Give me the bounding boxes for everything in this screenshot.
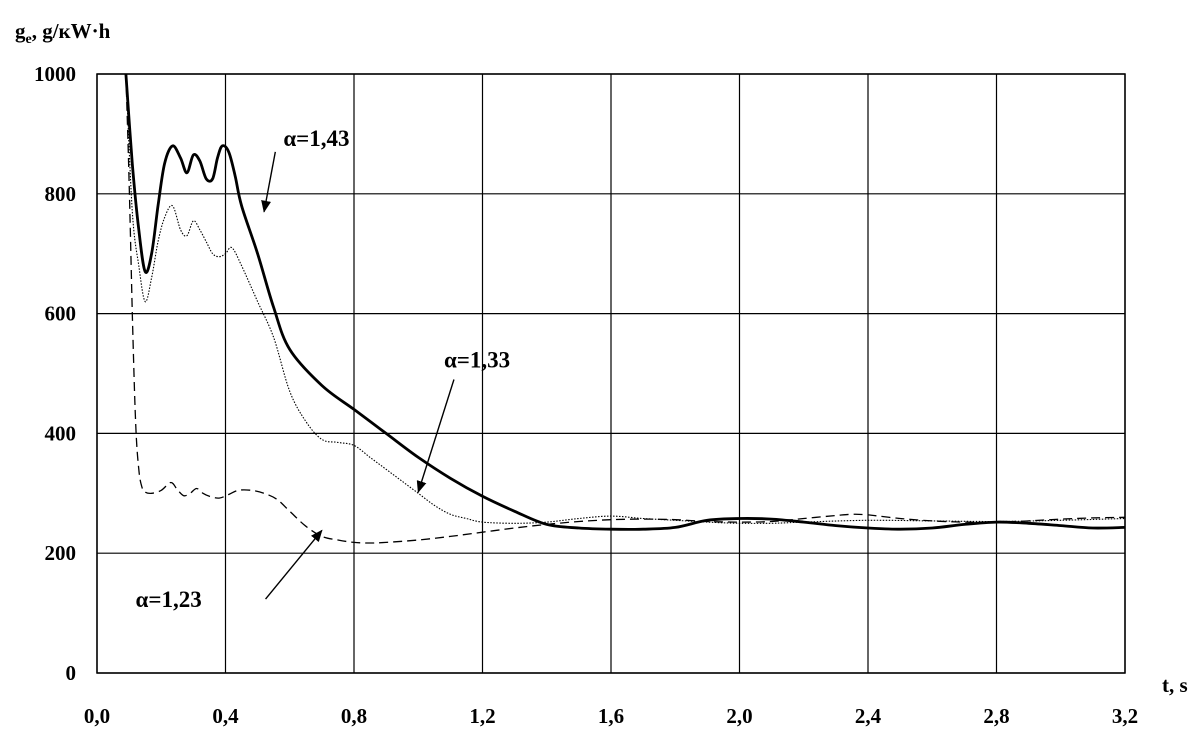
x-axis-label: t, s — [1162, 673, 1188, 697]
annotations: α=1,43 α=1,33 α=1,23 — [136, 126, 511, 612]
y-tick-label: 0 — [66, 661, 77, 685]
series-line-dotted — [125, 73, 1126, 524]
x-tick-label: 3,2 — [1112, 704, 1138, 728]
x-tick-label: 0,4 — [212, 704, 239, 728]
series-annotation-label: α=1,23 — [136, 587, 202, 612]
y-tick-label: 600 — [45, 302, 77, 326]
series-line-dashed — [125, 73, 1126, 544]
annotation-arrow — [416, 379, 455, 494]
x-tick-label: 0,8 — [341, 704, 367, 728]
series-line-solid — [124, 73, 1126, 531]
series-annotation-label: α=1,43 — [283, 126, 349, 151]
series-lines — [124, 73, 1126, 544]
x-tick-label: 0,0 — [84, 704, 110, 728]
y-tick-label: 1000 — [34, 62, 76, 86]
x-tick-label: 2,4 — [855, 704, 882, 728]
grid — [96, 73, 1126, 674]
y-tick-label: 400 — [45, 421, 77, 445]
annotation-arrow — [261, 151, 277, 213]
x-tick-label: 2,8 — [983, 704, 1009, 728]
plot-frame — [96, 73, 1126, 674]
y-tick-label: 800 — [45, 182, 77, 206]
series-annotation-label: α=1,33 — [444, 348, 510, 373]
annotation-arrow — [265, 529, 323, 600]
y-axis-label: ge, g/кW·h — [15, 19, 111, 47]
tick-labels: 0,0 0,4 0,8 1,2 1,6 2,0 2,4 2,8 3,2 0 200 400 600 800… — [34, 62, 1138, 728]
x-tick-label: 2,0 — [726, 704, 752, 728]
y-tick-label: 200 — [45, 541, 77, 565]
x-tick-label: 1,6 — [598, 704, 624, 728]
x-tick-label: 1,2 — [469, 704, 495, 728]
